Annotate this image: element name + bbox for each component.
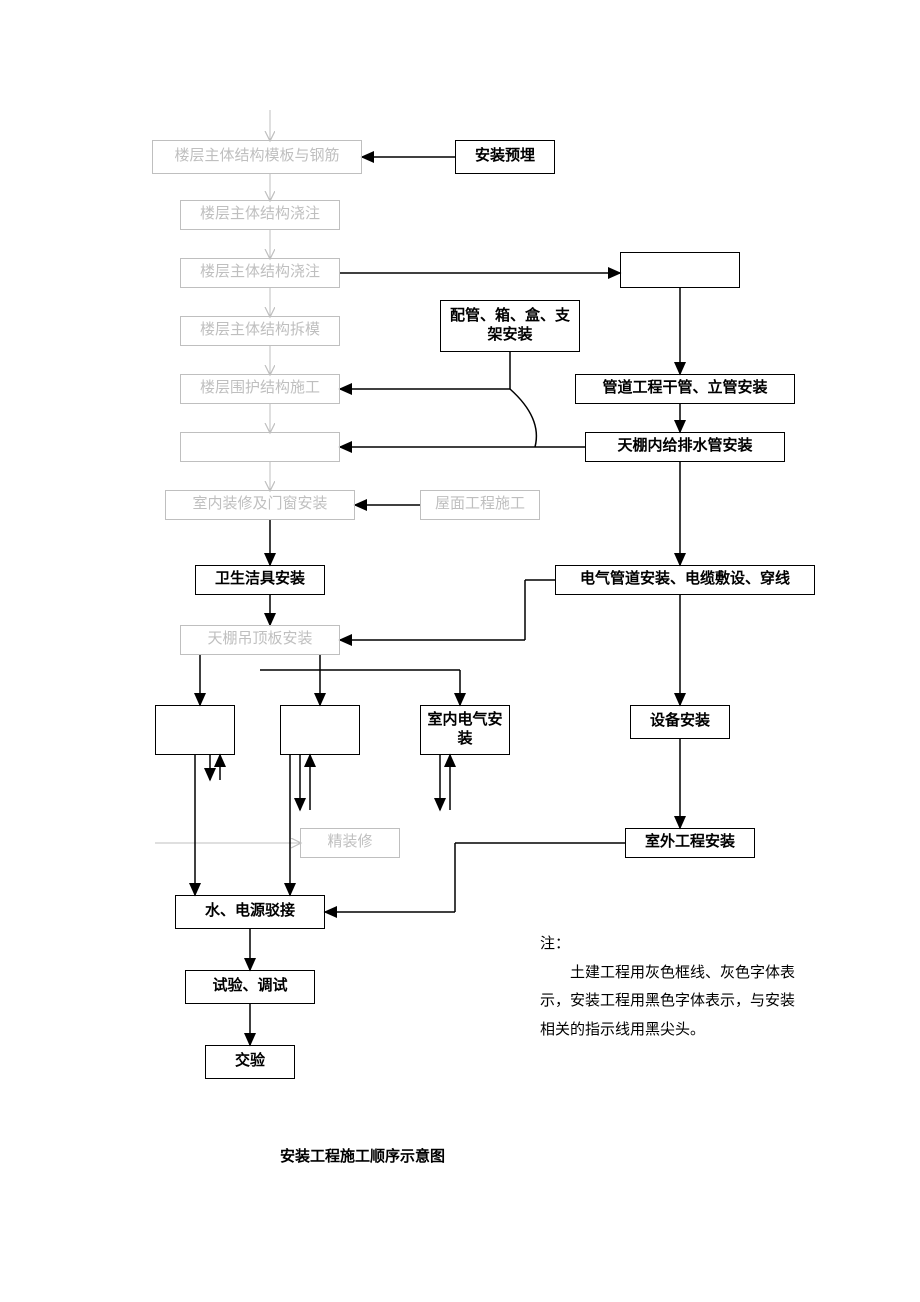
flow-node-n3: 楼层主体结构浇注 <box>180 258 340 288</box>
flow-node-nR3: 天棚内给排水管安装 <box>585 432 785 462</box>
flow-node-n1: 楼层主体结构模板与钢筋 <box>152 140 362 174</box>
flow-node-b1 <box>155 705 235 755</box>
flow-node-n4: 楼层主体结构拆模 <box>180 316 340 346</box>
flow-node-san: 卫生洁具安装 <box>195 565 325 595</box>
note-heading: 注： <box>540 930 800 959</box>
flow-node-b2 <box>280 705 360 755</box>
flow-node-n7: 室内装修及门窗安装 <box>165 490 355 520</box>
flow-node-ceil: 天棚吊顶板安装 <box>180 625 340 655</box>
flow-edge <box>510 389 536 447</box>
flow-node-fine: 精装修 <box>300 828 400 858</box>
flow-node-n5: 楼层围护结构施工 <box>180 374 340 404</box>
flow-node-b3: 室内电气安装 <box>420 705 510 755</box>
flow-node-n6 <box>180 432 340 462</box>
flow-node-roof: 屋面工程施工 <box>420 490 540 520</box>
flow-node-pw: 水、电源驳接 <box>175 895 325 929</box>
diagram-caption: 安装工程施工顺序示意图 <box>280 1145 445 1166</box>
flow-node-n1r: 安装预埋 <box>455 140 555 174</box>
flow-node-out: 室外工程安装 <box>625 828 755 858</box>
flow-node-nA: 配管、箱、盒、支架安装 <box>440 300 580 352</box>
flow-node-dev: 设备安装 <box>630 705 730 739</box>
flow-node-nR2: 管道工程干管、立管安装 <box>575 374 795 404</box>
flow-node-test: 试验、调试 <box>185 970 315 1004</box>
flow-node-nR4: 电气管道安装、电缆敷设、穿线 <box>555 565 815 595</box>
flow-node-acc: 交验 <box>205 1045 295 1079</box>
edges-layer <box>0 0 920 1302</box>
flow-node-nR1 <box>620 252 740 288</box>
legend-note: 注： 土建工程用灰色框线、灰色字体表示，安装工程用黑色字体表示，与安装相关的指示… <box>540 930 800 1044</box>
note-body: 土建工程用灰色框线、灰色字体表示，安装工程用黑色字体表示，与安装相关的指示线用黑… <box>540 959 800 1045</box>
flow-node-n2: 楼层主体结构浇注 <box>180 200 340 230</box>
